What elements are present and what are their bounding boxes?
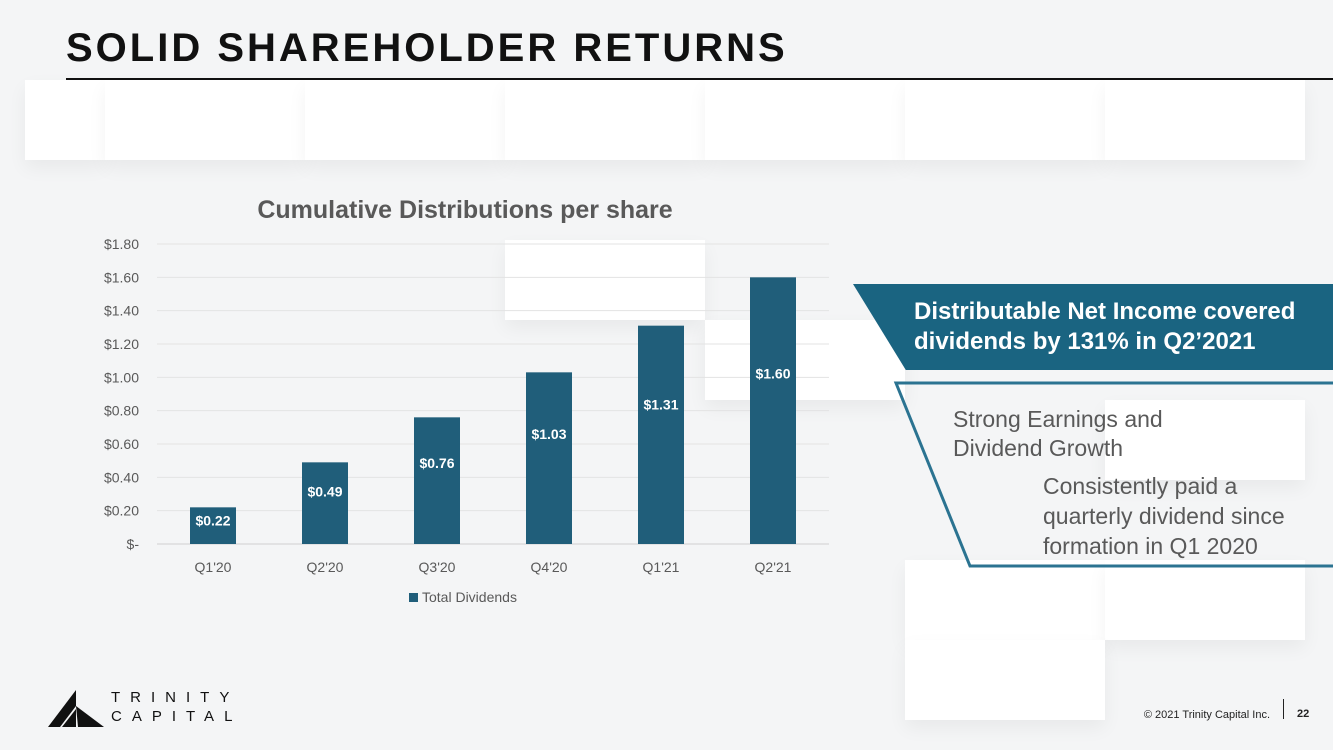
y-tick-label: $0.40 bbox=[104, 469, 139, 485]
bar bbox=[750, 277, 796, 544]
y-tick-label: $1.00 bbox=[104, 369, 139, 385]
bar bbox=[302, 462, 348, 544]
copyright-text: © 2021 Trinity Capital Inc. bbox=[1143, 709, 1270, 721]
data-label: $0.22 bbox=[195, 513, 230, 529]
legend-swatch bbox=[409, 593, 418, 602]
data-label: $0.49 bbox=[307, 484, 342, 500]
x-tick-label: Q2'20 bbox=[307, 559, 344, 575]
legend-label: Total Dividends bbox=[422, 589, 517, 605]
y-tick-label: $1.60 bbox=[104, 269, 139, 285]
logo-line-2: CAPITAL bbox=[111, 708, 243, 725]
logo-line-1: TRINITY bbox=[111, 689, 240, 706]
x-tick-label: Q1'21 bbox=[643, 559, 680, 575]
footer-divider bbox=[1283, 699, 1284, 719]
x-tick-label: Q2'21 bbox=[755, 559, 792, 575]
callout-detail: Consistently paid a quarterly dividend s… bbox=[1043, 473, 1285, 559]
data-label: $0.76 bbox=[419, 455, 454, 471]
x-tick-label: Q1'20 bbox=[195, 559, 232, 575]
data-label: $1.31 bbox=[643, 396, 678, 412]
x-tick-label: Q4'20 bbox=[531, 559, 568, 575]
y-tick-label: $1.20 bbox=[104, 336, 139, 352]
y-tick-label: $0.60 bbox=[104, 436, 139, 452]
y-tick-label: $- bbox=[127, 536, 140, 552]
dividends-bar-chart: Cumulative Distributions per share $- $0.… bbox=[104, 196, 829, 605]
chart-title: Cumulative Distributions per share bbox=[257, 196, 672, 224]
bar bbox=[638, 325, 684, 544]
callout-subheading: Strong Earnings and Dividend Growth bbox=[953, 406, 1163, 461]
page-number: 22 bbox=[1297, 708, 1310, 720]
data-label: $1.60 bbox=[755, 365, 790, 381]
logo-wordmark: TRINITY CAPITAL bbox=[111, 688, 242, 726]
bar bbox=[190, 507, 236, 544]
callout-outline bbox=[893, 381, 1333, 568]
y-tick-label: $1.80 bbox=[104, 236, 139, 252]
bar bbox=[414, 417, 460, 544]
y-tick-label: $0.80 bbox=[104, 403, 139, 419]
y-tick-label: $0.20 bbox=[104, 503, 139, 519]
page-title: SOLID SHAREHOLDER RETURNS bbox=[66, 26, 788, 70]
callout-banner bbox=[853, 284, 1333, 370]
callout-headline: Distributable Net Income covered dividen… bbox=[914, 298, 1296, 355]
data-label: $1.03 bbox=[531, 426, 566, 442]
x-tick-label: Q3'20 bbox=[419, 559, 456, 575]
bar bbox=[526, 372, 572, 544]
y-tick-label: $1.40 bbox=[104, 303, 139, 319]
trinity-logo-icon bbox=[48, 690, 104, 727]
title-underline bbox=[66, 78, 1333, 80]
